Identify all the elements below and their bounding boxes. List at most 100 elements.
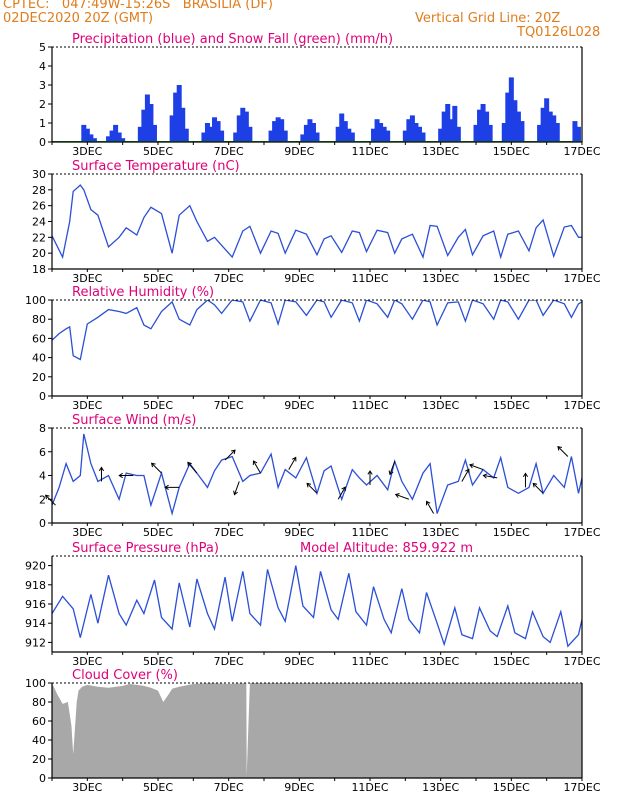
y-tick-label: 2 — [39, 98, 46, 111]
precip-bar — [106, 136, 112, 142]
y-tick-label: 1 — [39, 117, 46, 130]
plot-area — [52, 683, 582, 778]
wind-arrow — [187, 462, 198, 474]
y-tick-label: 0 — [39, 772, 46, 785]
precip-bar — [268, 130, 274, 142]
y-tick-label: 918 — [25, 579, 46, 592]
y-tick-label: 8 — [39, 422, 46, 435]
wind-arrow-head — [252, 460, 258, 466]
precip-bar — [240, 107, 246, 142]
wind-arrow — [532, 483, 544, 494]
y-tick-label: 920 — [25, 560, 46, 573]
wind-arrow — [253, 460, 261, 474]
wind-arrow-head — [388, 470, 394, 476]
x-tick-label: 11DEC — [351, 526, 388, 539]
y-tick-label: 5 — [39, 41, 46, 54]
wind-arrow-head — [44, 494, 50, 500]
panel-1: Surface Temperature (nC) 18 20 22 24 26 28 30 3D… — [32, 159, 601, 285]
wind-arrow-head — [465, 468, 470, 474]
precip-bar — [335, 126, 341, 142]
series-line — [52, 300, 582, 361]
y-tick-label: 20 — [32, 247, 46, 260]
precip-bar — [480, 104, 486, 142]
y-tick-label: 3 — [39, 79, 46, 92]
precip-bar — [120, 138, 126, 142]
x-tick-label: 11DEC — [351, 655, 388, 668]
x-tick-label: 15DEC — [493, 655, 530, 668]
precip-bar — [406, 119, 412, 142]
y-tick-label: 4 — [39, 470, 46, 483]
precip-bar — [505, 92, 511, 142]
x-tick-label: 15DEC — [493, 272, 530, 285]
precip-bar — [303, 124, 309, 142]
x-tick-label: 17DEC — [563, 781, 600, 794]
y-tick-label: 80 — [32, 313, 46, 326]
precip-bar — [537, 124, 543, 142]
wind-arrow — [288, 457, 297, 470]
wind-arrow-head — [231, 449, 236, 455]
wind-arrow — [234, 481, 240, 495]
x-tick-label: 5DEC — [143, 399, 173, 412]
x-tick-label: 15DEC — [493, 145, 530, 158]
precip-bar — [342, 121, 348, 142]
x-tick-label: 9DEC — [284, 655, 314, 668]
x-tick-label: 5DEC — [143, 526, 173, 539]
precip-bar — [183, 128, 189, 142]
x-tick-label: 3DEC — [72, 272, 102, 285]
x-tick-label: 5DEC — [143, 272, 173, 285]
precip-bar — [243, 111, 249, 142]
precip-bar — [508, 77, 514, 142]
precip-bar — [349, 132, 355, 142]
x-tick-label: 7DEC — [214, 655, 244, 668]
wind-arrow-head — [341, 486, 346, 492]
x-tick-label: 15DEC — [493, 399, 530, 412]
panel-title: Surface Temperature (nC) — [72, 159, 240, 174]
precip-bar — [310, 123, 316, 142]
precip-bar — [544, 98, 550, 142]
precip-bar — [551, 115, 557, 142]
plot-area — [52, 77, 582, 142]
x-tick-label: 11DEC — [351, 399, 388, 412]
precip-bar — [91, 138, 97, 142]
x-tick-label: 15DEC — [493, 781, 530, 794]
precip-bar — [180, 107, 186, 142]
precip-bar — [137, 126, 143, 142]
x-tick-label: 3DEC — [72, 399, 102, 412]
wind-arrow-head — [482, 473, 488, 479]
precip-bar — [346, 128, 352, 142]
x-tick-label: 13DEC — [422, 272, 459, 285]
precip-bar — [84, 128, 90, 142]
precip-bar — [445, 104, 451, 142]
precip-bar — [81, 124, 87, 142]
y-tick-label: 28 — [32, 184, 46, 197]
precip-bar — [374, 119, 380, 142]
precip-bar — [547, 111, 553, 142]
x-tick-label: 7DEC — [214, 399, 244, 412]
panel-2: Relative Humidity (%) 0 20 40 60 80 100 3DEC 5DE… — [25, 285, 601, 412]
station-header: CPTEC: 047:49W-15:26S BRASILIA (DF) — [3, 0, 273, 12]
panel-3: Surface Wind (m/s) 0 2 4 6 8 3DEC 5DEC 7DEC 9DEC 1… — [39, 413, 601, 539]
x-tick-label: 7DEC — [214, 781, 244, 794]
precip-bar — [282, 130, 288, 142]
grid-line-note: Vertical Grid Line: 20Z — [415, 11, 561, 26]
panel-0: Precipitation (blue) and Snow Fall (gree… — [39, 32, 601, 158]
precip-bar — [339, 113, 345, 142]
wind-arrow-head — [233, 490, 238, 496]
precip-bar — [300, 134, 306, 142]
precip-bar — [169, 115, 175, 142]
wind-arrow-head — [522, 472, 529, 478]
wind-arrow-head — [98, 466, 105, 472]
x-tick-label: 9DEC — [284, 145, 314, 158]
y-tick-label: 60 — [32, 715, 46, 728]
wind-arrow-head — [367, 470, 373, 475]
precip-bar — [512, 100, 518, 142]
precip-bar — [477, 109, 483, 142]
x-tick-label: 13DEC — [422, 781, 459, 794]
precip-bar — [455, 126, 461, 142]
x-tick-label: 3DEC — [72, 145, 102, 158]
wind-arrow — [224, 449, 236, 461]
x-tick-label: 7DEC — [214, 272, 244, 285]
precip-bar — [233, 132, 239, 142]
precip-bar — [314, 132, 320, 142]
panel-title: Relative Humidity (%) — [72, 285, 214, 300]
